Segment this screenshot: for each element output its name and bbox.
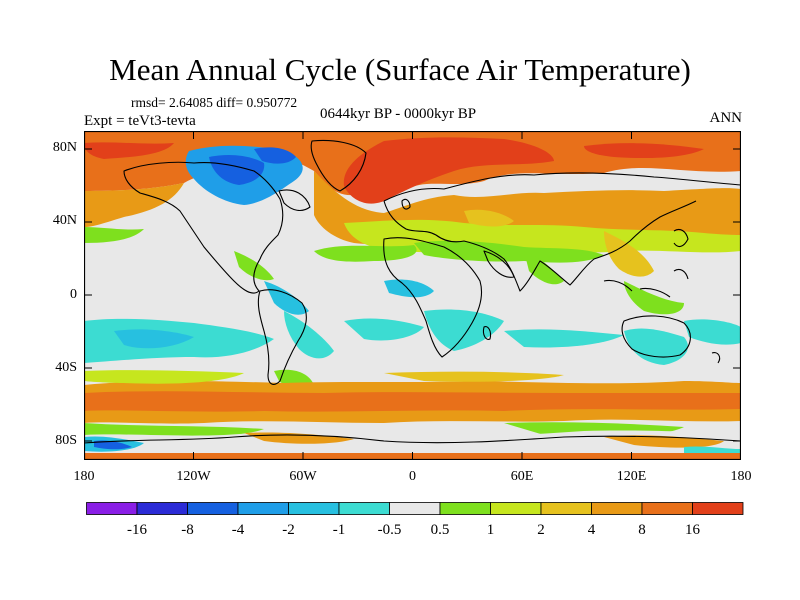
y-tick-label: 80N — [52, 140, 77, 156]
season-label: ANN — [709, 110, 743, 126]
rmsd-diff-stats: rmsd= 2.64085 diff= 0.950772 — [131, 95, 298, 110]
colorbar-swatch — [641, 502, 693, 515]
colorbar: -16 -8 -4 -2 -1 -0.5 0.5 1 2 4 8 16 — [86, 502, 744, 538]
colorbar-label: -8 — [181, 522, 194, 538]
x-tick-label: 180 — [73, 469, 95, 484]
colorbar-label: 0.5 — [431, 522, 450, 538]
colorbar-swatch — [389, 502, 441, 515]
colorbar-swatch — [338, 502, 390, 515]
colorbar-swatch — [490, 502, 542, 515]
colorbar-label: -0.5 — [378, 522, 402, 538]
x-tick-label: 180 — [730, 469, 752, 484]
plot-title: Mean Annual Cycle (Surface Air Temperatu… — [109, 52, 691, 87]
colorbar-swatch — [237, 502, 289, 515]
colorbar-label: 4 — [588, 522, 596, 538]
x-tick-label: 60W — [289, 469, 317, 484]
colorbar-label: -1 — [333, 522, 346, 538]
y-tick-label: 40N — [52, 213, 77, 229]
colorbar-label: -16 — [127, 522, 147, 538]
y-tick-label: 80S — [55, 432, 77, 448]
y-tick-label: 40S — [55, 359, 77, 375]
y-tick-label: 0 — [70, 286, 77, 302]
experiment-label: Expt = teVt3-tevta — [84, 113, 196, 129]
colorbar-swatch — [288, 502, 340, 515]
colorbar-label: -2 — [282, 522, 295, 538]
colorbar-swatch — [86, 502, 138, 515]
x-tick-label: 120E — [616, 469, 647, 484]
x-tick-label: 120W — [176, 469, 211, 484]
colorbar-swatch — [692, 502, 744, 515]
colorbar-label: 2 — [537, 522, 545, 538]
x-tick-label: 0 — [409, 469, 416, 484]
colorbar-label: 8 — [638, 522, 646, 538]
colorbar-label: 1 — [487, 522, 495, 538]
colorbar-swatch — [540, 502, 592, 515]
colorbar-swatch — [439, 502, 491, 515]
colorbar-label: 16 — [685, 522, 701, 538]
colorbar-swatch — [136, 502, 188, 515]
x-tick-label: 60E — [510, 469, 534, 484]
temperature-difference-map — [84, 131, 741, 460]
colorbar-label: -4 — [232, 522, 245, 538]
colorbar-swatch — [187, 502, 239, 515]
period-label: 0644kyr BP - 0000kyr BP — [320, 106, 477, 122]
colorbar-swatch — [591, 502, 643, 515]
